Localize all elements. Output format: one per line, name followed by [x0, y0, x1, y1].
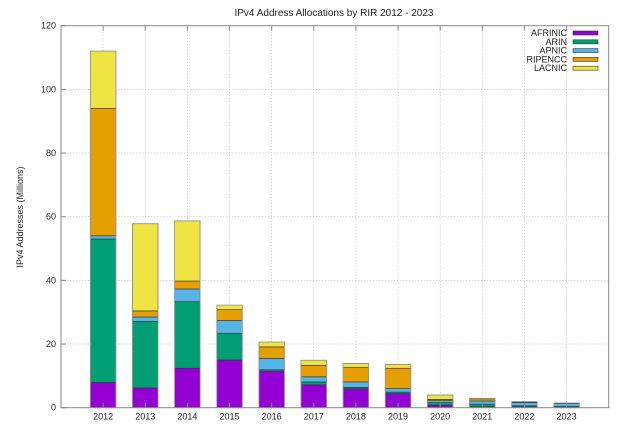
bar-segment-apnic-2016 — [258, 358, 285, 371]
bar-segment-lacnic-2018 — [342, 363, 369, 368]
bar-segment-lacnic-2015 — [216, 304, 243, 310]
x-tick-label: 2020 — [430, 412, 450, 422]
legend-label: AFRINIC — [531, 28, 568, 38]
bar-segment-apnic-2019 — [384, 388, 412, 393]
y-axis-label: IPv4 Addresses (Millions) — [15, 166, 25, 267]
bar-segment-arin-2012 — [90, 238, 117, 383]
y-tick-label: 20 — [46, 339, 56, 349]
x-tick-label: 2021 — [472, 412, 492, 422]
bar-segment-ripencc-2019 — [384, 367, 412, 389]
y-tick-label: 100 — [41, 84, 56, 94]
bar-segment-lacnic-2017 — [300, 359, 327, 366]
legend-swatch-ripencc — [572, 57, 599, 62]
axes: 0 20 40 60 80 100 120 2012 2013 2014 2015 2016 2017 2… — [41, 21, 577, 422]
legend-label: RIPENCC — [526, 54, 567, 64]
y-tick-label: 60 — [46, 212, 56, 222]
bar-segment-apnic-2018 — [342, 381, 369, 388]
bar-segment-ripencc-2014 — [174, 280, 201, 290]
x-tick-label: 2012 — [93, 412, 113, 422]
x-tick-label: 2015 — [220, 412, 240, 422]
legend-swatch-apnic — [572, 48, 599, 53]
x-tick-label: 2019 — [388, 412, 408, 422]
legend-swatch-afrinic — [572, 30, 599, 36]
bar-segment-apnic-2017 — [300, 376, 327, 383]
x-tick-label: 2014 — [177, 412, 197, 422]
x-tick-label: 2023 — [557, 412, 577, 422]
chart-title: IPv4 Address Allocations by RIR 2012 - 2… — [234, 8, 433, 19]
bar-segment-ripencc-2012 — [90, 108, 117, 237]
y-tick-label: 80 — [46, 148, 56, 158]
x-tick-label: 2022 — [514, 412, 534, 422]
bar-segment-arin-2015 — [216, 332, 243, 361]
bar-segment-apnic-2013 — [132, 316, 159, 322]
bar-segment-apnic-2012 — [90, 235, 117, 240]
x-tick-label: 2017 — [304, 412, 324, 422]
bar-segment-lacnic-2014 — [174, 220, 201, 282]
bar-segment-lacnic-2019 — [384, 364, 412, 369]
bars — [89, 50, 580, 409]
bar-segment-ripencc-2013 — [132, 310, 159, 318]
legend-label: APNIC — [539, 46, 567, 56]
x-tick-label: 2018 — [346, 412, 366, 422]
bar-segment-lacnic-2012 — [90, 50, 117, 109]
legend-label: ARIN — [545, 37, 567, 47]
bar-segment-ripencc-2016 — [258, 346, 285, 359]
y-tick-label: 40 — [46, 275, 56, 285]
y-tick-label: 0 — [51, 403, 56, 413]
bar-segment-arin-2017 — [300, 381, 327, 386]
x-tick-label: 2013 — [135, 412, 155, 422]
bar-segment-ripencc-2015 — [216, 309, 243, 321]
bar-segment-afrinic-2014 — [174, 367, 201, 408]
bar-segment-afrinic-2016 — [258, 370, 285, 409]
bar-segment-lacnic-2016 — [258, 341, 285, 348]
legend-swatch-arin — [572, 39, 599, 45]
legend-swatch-lacnic — [572, 65, 599, 71]
bar-segment-lacnic-2013 — [132, 223, 159, 312]
bar-segment-ripencc-2018 — [342, 367, 369, 383]
bar-segment-ripencc-2017 — [300, 365, 327, 378]
bar-segment-arin-2014 — [174, 301, 201, 369]
bar-segment-arin-2013 — [132, 321, 159, 389]
bar-segment-lacnic-2020 — [427, 394, 454, 400]
bar-segment-apnic-2015 — [216, 320, 243, 334]
bar-segment-apnic-2014 — [174, 288, 201, 302]
legend-label: LACNIC — [534, 63, 568, 73]
bar-segment-ripencc-2021 — [469, 398, 496, 402]
x-tick-label: 2016 — [262, 412, 282, 422]
y-tick-label: 120 — [41, 21, 56, 31]
bar-segment-afrinic-2015 — [216, 359, 243, 409]
